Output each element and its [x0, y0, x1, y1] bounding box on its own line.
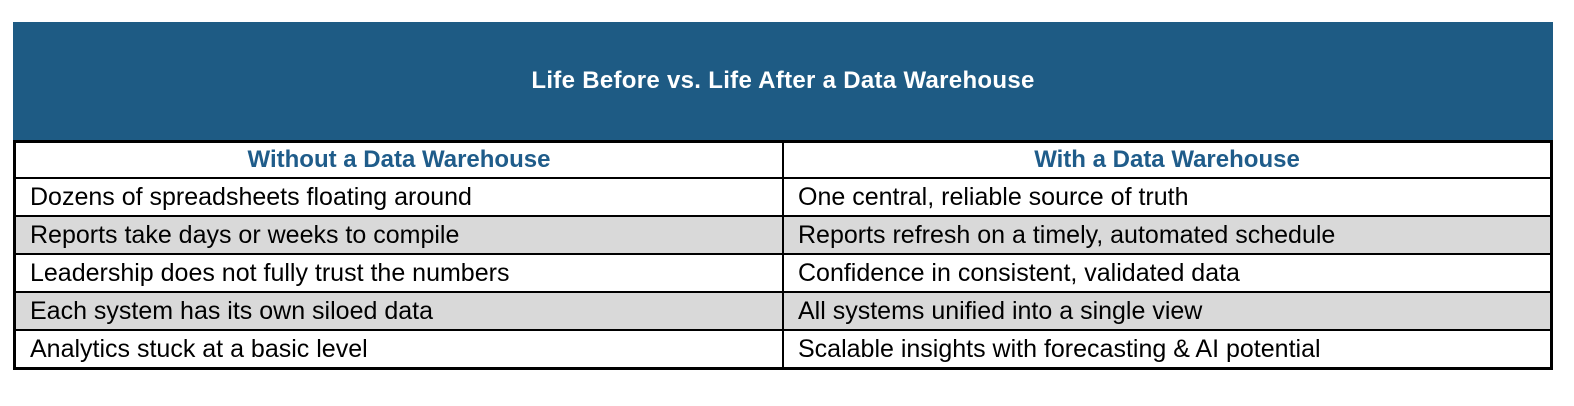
table-cell: Confidence in consistent, validated data	[782, 253, 1553, 293]
table-cell: Scalable insights with forecasting & AI …	[782, 329, 1553, 370]
table-cell: Dozens of spreadsheets floating around	[13, 177, 784, 217]
table-row: Each system has its own siloed data All s…	[13, 291, 1553, 331]
table-row: Dozens of spreadsheets floating around On…	[13, 177, 1553, 217]
table-row: Analytics stuck at a basic level Scalable…	[13, 329, 1553, 370]
table-header: Without a Data Warehouse With a Data War…	[13, 140, 1553, 179]
table-cell: Leadership does not fully trust the numb…	[13, 253, 784, 293]
column-header-with: With a Data Warehouse	[782, 140, 1553, 179]
table-cell: Reports take days or weeks to compile	[13, 215, 784, 255]
table-cell: All systems unified into a single view	[782, 291, 1553, 331]
content-area: Life Before vs. Life After a Data Wareho…	[13, 22, 1553, 370]
table-cell: Each system has its own siloed data	[13, 291, 784, 331]
table-cell: One central, reliable source of truth	[782, 177, 1553, 217]
title-banner: Life Before vs. Life After a Data Wareho…	[13, 22, 1553, 140]
table-body: Dozens of spreadsheets floating around On…	[13, 177, 1553, 370]
table-row: Reports take days or weeks to compile Rep…	[13, 215, 1553, 255]
table-cell: Reports refresh on a timely, automated s…	[782, 215, 1553, 255]
table-row: Leadership does not fully trust the numb…	[13, 253, 1553, 293]
comparison-table: Without a Data Warehouse With a Data War…	[13, 140, 1553, 370]
column-header-without: Without a Data Warehouse	[13, 140, 784, 179]
page-title: Life Before vs. Life After a Data Wareho…	[531, 67, 1035, 94]
table-cell: Analytics stuck at a basic level	[13, 329, 784, 370]
header-row: Without a Data Warehouse With a Data War…	[13, 140, 1553, 179]
